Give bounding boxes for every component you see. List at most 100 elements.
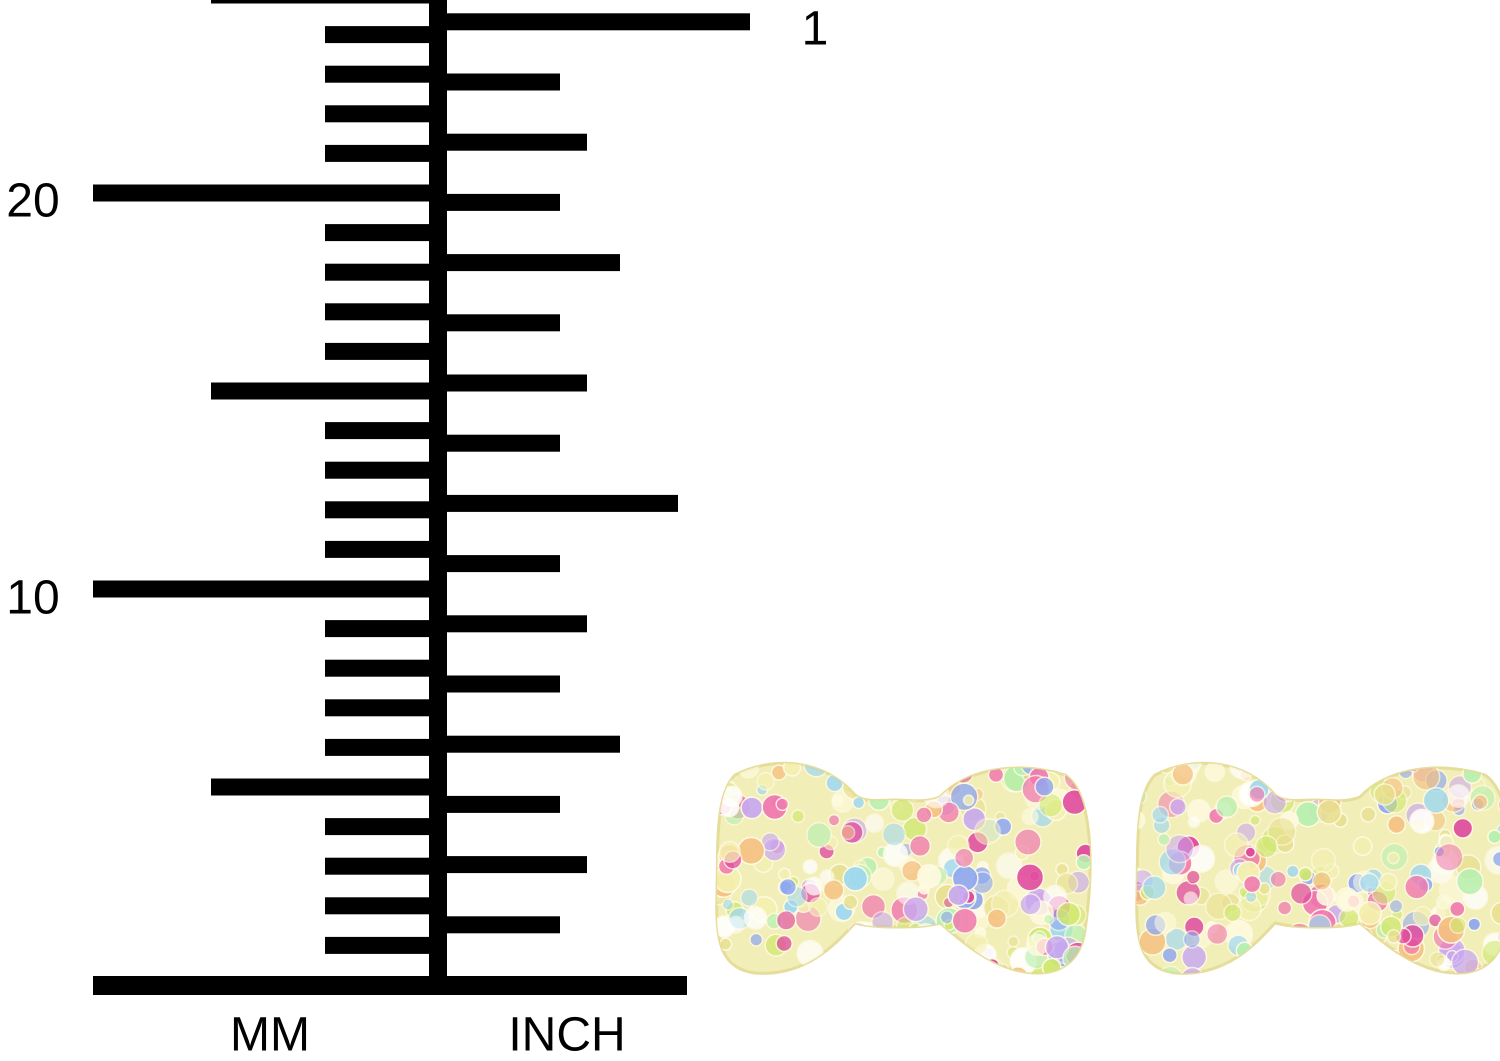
crystal <box>1075 854 1091 871</box>
crystal <box>1223 832 1249 858</box>
crystal <box>1038 792 1064 818</box>
crystal <box>1043 884 1068 909</box>
crystal <box>814 968 830 974</box>
crystal <box>1244 846 1257 859</box>
crystal <box>1352 836 1373 857</box>
crystal <box>804 876 824 896</box>
crystal <box>1357 901 1383 926</box>
crystal <box>1313 956 1338 974</box>
crystal <box>1302 763 1325 786</box>
crystal <box>973 818 1001 845</box>
mm-tick <box>93 184 435 202</box>
crystal <box>902 895 929 923</box>
crystal <box>822 879 845 901</box>
crystal <box>1330 763 1357 787</box>
crystal <box>1034 776 1055 797</box>
crystal <box>1214 963 1244 974</box>
crystal <box>1358 872 1380 894</box>
mm-tick <box>211 0 435 4</box>
crystal <box>802 859 818 875</box>
crystal <box>1450 948 1480 974</box>
crystal <box>922 781 950 809</box>
crystal <box>842 865 869 892</box>
crystal <box>972 959 994 974</box>
crystal <box>1187 815 1201 829</box>
crystal <box>868 949 888 970</box>
crystal <box>899 930 914 946</box>
crystal <box>1276 900 1293 916</box>
crystal <box>718 840 741 863</box>
mm-tick <box>325 65 435 83</box>
inch-tick <box>440 856 587 874</box>
crystal <box>1136 959 1150 974</box>
mm-tick <box>325 342 435 360</box>
crystal <box>1303 763 1326 775</box>
crystal <box>1290 954 1318 974</box>
inch-tick <box>440 615 587 633</box>
crystal <box>1136 763 1151 779</box>
crystal <box>851 763 871 768</box>
crystal <box>1455 867 1484 896</box>
crystal <box>1490 901 1500 926</box>
crystal <box>775 934 793 953</box>
crystal <box>1269 928 1294 952</box>
crystal <box>782 763 802 777</box>
crystal <box>1490 968 1500 974</box>
crystal <box>903 779 926 802</box>
crystal <box>1168 797 1187 816</box>
inch-tick <box>440 555 560 573</box>
crystal <box>1449 916 1467 935</box>
mm-tick <box>325 303 435 321</box>
crystal <box>915 806 933 824</box>
crystal <box>936 763 953 765</box>
crystal <box>1411 817 1425 832</box>
crystal <box>924 960 942 974</box>
crystal <box>865 770 892 798</box>
crystal <box>1368 958 1381 971</box>
crystal <box>875 937 899 961</box>
crystal <box>1283 763 1296 764</box>
crystal <box>1348 925 1374 951</box>
crystal <box>1157 832 1171 847</box>
earrings <box>715 749 1500 975</box>
crystal <box>716 763 727 766</box>
crystal <box>1289 882 1313 905</box>
crystal <box>817 962 847 974</box>
bow-earring <box>1135 761 1500 975</box>
mm-tick <box>325 540 435 558</box>
mm-tick <box>325 897 435 915</box>
crystal <box>1161 946 1178 964</box>
crystal <box>1266 967 1289 974</box>
crystal <box>1154 911 1177 934</box>
crystal <box>1204 763 1225 783</box>
crystal <box>917 863 942 889</box>
crystal <box>1310 772 1325 787</box>
crystal <box>775 797 790 812</box>
crystal <box>1386 815 1407 835</box>
crystal <box>890 797 915 823</box>
crystal <box>1497 793 1500 817</box>
crystal <box>951 907 979 935</box>
crystal <box>1267 816 1297 847</box>
crystal <box>1185 869 1201 885</box>
crystal <box>1386 929 1402 944</box>
crystal <box>721 898 735 911</box>
ruler <box>93 0 750 995</box>
inch-tick <box>440 374 587 392</box>
crystal <box>791 809 806 824</box>
crystal <box>1013 828 1042 856</box>
crystal <box>881 822 907 847</box>
crystal <box>861 937 888 963</box>
crystal <box>1312 871 1332 891</box>
crystal <box>1054 749 1066 761</box>
mm-tick <box>93 580 435 598</box>
crystal <box>1274 934 1290 950</box>
mm-tick <box>325 936 435 954</box>
crystal <box>1136 787 1148 806</box>
crystal <box>827 813 841 827</box>
mm-tick <box>325 857 435 875</box>
crystal <box>1404 874 1430 900</box>
crystal <box>1334 887 1360 912</box>
